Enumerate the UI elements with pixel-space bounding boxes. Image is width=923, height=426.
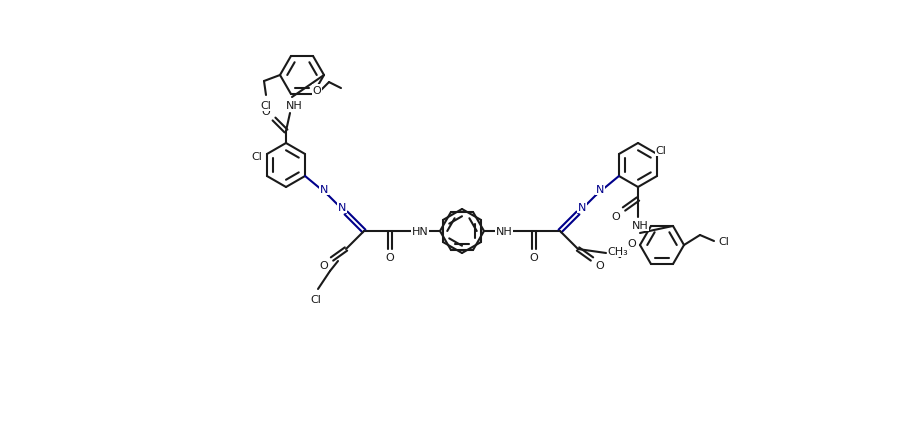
Text: Cl: Cl: [251, 152, 262, 161]
Text: Cl: Cl: [260, 101, 271, 111]
Text: N: N: [319, 184, 329, 195]
Text: O: O: [628, 239, 636, 248]
Text: N: N: [578, 202, 586, 213]
Text: NH: NH: [631, 221, 648, 230]
Text: O: O: [612, 211, 620, 222]
Text: CH₃: CH₃: [607, 246, 629, 256]
Text: N: N: [596, 184, 605, 195]
Text: Cl: Cl: [310, 294, 321, 304]
Text: HN: HN: [412, 227, 428, 236]
Text: O: O: [313, 86, 321, 96]
Text: Cl: Cl: [655, 146, 666, 155]
Text: O: O: [386, 253, 394, 262]
Text: O: O: [530, 253, 538, 262]
Text: NH: NH: [285, 101, 303, 111]
Text: O: O: [595, 260, 605, 271]
Text: N: N: [338, 202, 346, 213]
Text: NH: NH: [496, 227, 512, 236]
Text: Cl: Cl: [719, 236, 729, 246]
Text: O: O: [319, 260, 329, 271]
Text: O: O: [261, 107, 270, 117]
